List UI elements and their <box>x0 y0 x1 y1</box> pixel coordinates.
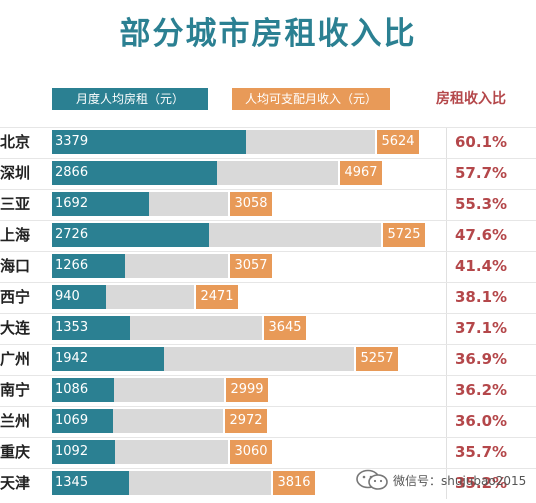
rent-value-label: 1069 <box>52 409 88 433</box>
chart-row: 上海 2726 5725 47.6% <box>0 220 536 251</box>
wechat-icon <box>355 469 389 491</box>
chart-row: 南宁 1086 2999 36.2% <box>0 375 536 406</box>
city-label: 海口 <box>0 251 30 282</box>
income-value-label: 3058 <box>230 192 272 216</box>
rent-value-label: 1345 <box>52 471 88 495</box>
chart-row: 三亚 1692 3058 55.3% <box>0 189 536 220</box>
rent-value-label: 1942 <box>52 347 88 371</box>
city-label: 北京 <box>0 127 30 158</box>
legend-rent: 月度人均房租（元） <box>52 88 208 110</box>
income-value-label: 3060 <box>230 440 272 464</box>
city-label: 兰州 <box>0 406 30 437</box>
city-label: 广州 <box>0 344 30 375</box>
rent-value-label: 1266 <box>52 254 88 278</box>
chart-row: 北京 3379 5624 60.1% <box>0 127 536 158</box>
rent-value-label: 2726 <box>52 223 88 247</box>
ratio-value: 35.7% <box>455 437 507 468</box>
ratio-value: 55.3% <box>455 189 507 220</box>
city-label: 三亚 <box>0 189 30 220</box>
watermark-text: 微信号：shujubao2015 <box>393 472 526 489</box>
ratio-value: 47.6% <box>455 220 507 251</box>
ratio-value: 60.1% <box>455 127 507 158</box>
rent-value-label: 2866 <box>52 161 88 185</box>
income-value-label: 4967 <box>340 161 382 185</box>
income-value-label: 5257 <box>356 347 398 371</box>
watermark: 微信号：shujubao2015 <box>355 467 535 493</box>
legend-ratio: 房租收入比 <box>436 88 506 110</box>
income-value-label: 5725 <box>383 223 425 247</box>
income-value-label: 2471 <box>196 285 238 309</box>
city-label: 大连 <box>0 313 30 344</box>
ratio-value: 38.1% <box>455 282 507 313</box>
rent-value-label: 1692 <box>52 192 88 216</box>
rent-value-label: 940 <box>52 285 80 309</box>
city-label: 南宁 <box>0 375 30 406</box>
chart-row: 深圳 2866 4967 57.7% <box>0 158 536 189</box>
rent-value-label: 1092 <box>52 440 88 464</box>
city-label: 深圳 <box>0 158 30 189</box>
rent-value-label: 3379 <box>52 130 88 154</box>
city-label: 重庆 <box>0 437 30 468</box>
income-value-label: 2999 <box>226 378 268 402</box>
ratio-value: 36.9% <box>455 344 507 375</box>
ratio-value: 57.7% <box>455 158 507 189</box>
rent-value-label: 1353 <box>52 316 88 340</box>
rent-value-label: 1086 <box>52 378 88 402</box>
chart-row: 海口 1266 3057 41.4% <box>0 251 536 282</box>
income-value-label: 3645 <box>264 316 306 340</box>
ratio-value: 37.1% <box>455 313 507 344</box>
chart-row: 兰州 1069 2972 36.0% <box>0 406 536 437</box>
city-label: 上海 <box>0 220 30 251</box>
city-label: 天津 <box>0 468 30 499</box>
chart-row: 广州 1942 5257 36.9% <box>0 344 536 375</box>
ratio-value: 41.4% <box>455 251 507 282</box>
city-label: 西宁 <box>0 282 30 313</box>
legend-income: 人均可支配月收入（元） <box>232 88 390 110</box>
ratio-value: 36.2% <box>455 375 507 406</box>
income-value-label: 3816 <box>273 471 315 495</box>
ratio-value: 36.0% <box>455 406 507 437</box>
page-title: 部分城市房租收入比 <box>0 8 536 53</box>
income-value-label: 5624 <box>377 130 419 154</box>
income-value-label: 3057 <box>230 254 272 278</box>
income-value-label: 2972 <box>225 409 267 433</box>
chart-row: 西宁 940 2471 38.1% <box>0 282 536 313</box>
chart-row: 大连 1353 3645 37.1% <box>0 313 536 344</box>
chart-row: 重庆 1092 3060 35.7% <box>0 437 536 468</box>
